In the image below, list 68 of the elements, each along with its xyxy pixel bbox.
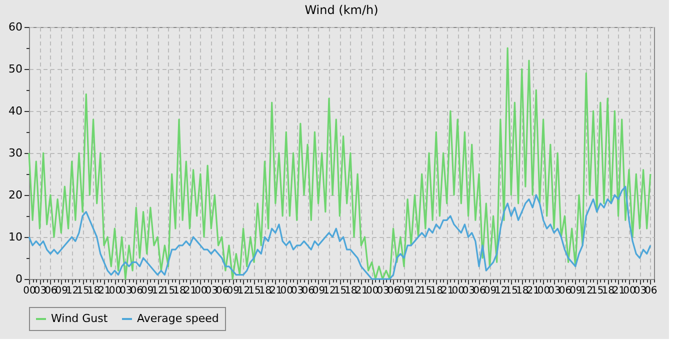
x-tick-label: 00 bbox=[623, 286, 636, 296]
x-tick-label: 18 bbox=[516, 286, 529, 296]
x-tick-label: 15 bbox=[248, 286, 261, 296]
x-tick-label: 09 bbox=[55, 286, 68, 296]
x-tick-label: 09 bbox=[570, 286, 582, 296]
x-tick-label: 00 bbox=[194, 286, 208, 296]
y-tick-label: 20 bbox=[8, 188, 22, 202]
x-tick-label: 09 bbox=[312, 286, 326, 296]
x-tick-label: 18 bbox=[173, 286, 186, 296]
x-tick-label: 21 bbox=[270, 286, 282, 296]
x-tick-label: 21 bbox=[184, 286, 197, 296]
x-tick-label: 18 bbox=[258, 286, 272, 296]
x-tick-label: 06 bbox=[644, 286, 658, 296]
x-tick-label: 09 bbox=[398, 286, 411, 296]
x-tick-label: 06 bbox=[558, 286, 572, 296]
legend-label: Wind Gust bbox=[51, 312, 108, 325]
x-tick-label: 21 bbox=[526, 286, 540, 296]
x-tick-label: 15 bbox=[334, 286, 347, 296]
x-tick-label: 18 bbox=[344, 286, 358, 296]
x-tick-label: 15 bbox=[76, 286, 90, 296]
y-tick-label: 50 bbox=[8, 62, 22, 76]
x-tick-label: 03 bbox=[120, 286, 132, 296]
x-tick-label: 12 bbox=[152, 286, 164, 296]
x-tick-label: 06 bbox=[130, 286, 144, 296]
x-tick-label: 03 bbox=[290, 286, 304, 296]
x-tick-label: 06 bbox=[302, 286, 314, 296]
x-tick-label: 12 bbox=[323, 286, 336, 296]
y-tick-label: 0 bbox=[16, 272, 22, 286]
x-tick-label: 09 bbox=[484, 286, 497, 296]
x-tick-label: 06 bbox=[473, 286, 486, 296]
x-tick-label: 09 bbox=[226, 286, 240, 296]
x-tick-label: 12 bbox=[580, 286, 594, 296]
y-tick-label: 60 bbox=[8, 20, 22, 34]
chart-title: Wind (km/h) bbox=[304, 3, 378, 17]
x-tick-label: 00 bbox=[23, 286, 36, 296]
x-tick-label: 00 bbox=[366, 286, 379, 296]
x-tick-label: 15 bbox=[505, 286, 518, 296]
x-tick-label: 00 bbox=[108, 286, 122, 296]
x-tick-label: 03 bbox=[376, 286, 390, 296]
x-tick-label: 18 bbox=[602, 286, 614, 296]
x-tick-label: 06 bbox=[44, 286, 58, 296]
x-tick-label: 21 bbox=[355, 286, 368, 296]
line-series bbox=[28, 186, 652, 280]
x-tick-label: 18 bbox=[87, 286, 100, 296]
x-tick-label: 15 bbox=[590, 286, 604, 296]
x-tick-label: 21 bbox=[440, 286, 454, 296]
x-tick-label: 18 bbox=[430, 286, 444, 296]
y-tick-label: 40 bbox=[8, 104, 22, 118]
x-tick-label: 00 bbox=[537, 286, 550, 296]
x-tick-label: 09 bbox=[140, 286, 154, 296]
x-tick-label: 12 bbox=[408, 286, 422, 296]
y-tick-label: 10 bbox=[8, 230, 22, 244]
x-tick-label: 06 bbox=[387, 286, 400, 296]
x-tick-label: 21 bbox=[98, 286, 111, 296]
x-tick-label: 21 bbox=[612, 286, 626, 296]
line-series bbox=[28, 47, 652, 280]
x-tick-label: 15 bbox=[420, 286, 432, 296]
x-tick-label: 12 bbox=[237, 286, 250, 296]
x-tick-label: 03 bbox=[205, 286, 218, 296]
x-tick-label: 12 bbox=[494, 286, 508, 296]
x-tick-label: 00 bbox=[280, 286, 294, 296]
x-tick-label: 12 bbox=[66, 286, 79, 296]
y-tick-label: 30 bbox=[8, 146, 22, 160]
legend-label: Average speed bbox=[137, 312, 219, 325]
x-tick-label: 15 bbox=[162, 286, 176, 296]
x-tick-label: 06 bbox=[216, 286, 229, 296]
x-tick-label: 03 bbox=[548, 286, 561, 296]
x-tick-label: 00 bbox=[452, 286, 464, 296]
